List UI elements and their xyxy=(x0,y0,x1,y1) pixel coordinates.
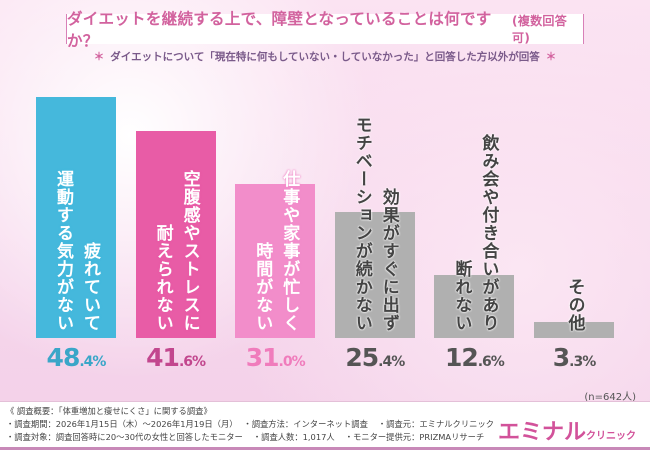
chart-title: ダイエットを継続する上で、障壁となっていることは何ですか？ (複数回答可) xyxy=(66,10,584,50)
survey-footer: 《 調査概要：「体重増加と痩せにくさ」に関する調査》 ・調査期間：2026年1月… xyxy=(0,401,650,450)
bar xyxy=(235,183,316,338)
survey-provider: ・モニター提供元：PRIZMAリサーチ xyxy=(344,432,485,442)
title-note: (複数回答可) xyxy=(512,14,568,45)
survey-count: ・調査人数：1,017人 xyxy=(252,432,335,442)
bar-label: 空腹感やストレスに 耐えられない xyxy=(152,170,200,332)
clinic-logo: エミナルクリニック xyxy=(498,414,636,446)
bar xyxy=(334,211,415,338)
survey-heading: 《 調査概要：「体重増加と痩せにくさ」に関する調査》 xyxy=(6,406,212,416)
asterisk: ＊ xyxy=(545,51,557,63)
value-label: 48.4% xyxy=(46,343,107,372)
bar-chart: 疲れていて 運動する気力がない 48.4% 空腹感やストレスに 耐えられない 41.6… xyxy=(36,97,614,372)
bar-label: 仕事や家事が忙しく 時間がない xyxy=(252,170,300,332)
survey-source: ・調査元：エミナルクリニック xyxy=(377,419,495,429)
bar-label: 疲れていて 運動する気力がない xyxy=(53,170,100,332)
bar xyxy=(36,97,116,338)
sample-size: (n=642人) xyxy=(584,392,636,403)
survey-period: ・調査期間：2026年1月15日（木）～2026年1月19日（月） xyxy=(6,419,234,429)
title-text: ダイエットを継続する上で、障壁となっていることは何ですか？ xyxy=(67,10,492,50)
asterisk: ＊ xyxy=(93,51,105,63)
logo-sub: クリニック xyxy=(586,431,636,442)
bar xyxy=(135,130,216,338)
bar-label: 飲み会や付き合いがあり 断れない xyxy=(451,134,499,332)
survey-method: ・調査方法：インターネット調査 xyxy=(243,419,368,429)
value-label: 41.6% xyxy=(146,343,206,372)
value-label: 25.4% xyxy=(345,343,405,372)
subtitle-text: ダイエットについて「現在特に何もしていない・していなかった」と回答した方以外が回… xyxy=(110,51,540,63)
bar xyxy=(534,321,614,338)
value-label: 31.0% xyxy=(245,343,306,372)
bar xyxy=(434,275,515,338)
value-label: 3.3% xyxy=(552,343,597,372)
survey-target: ・調査対象：調査回答時に20～30代の女性と回答したモニター xyxy=(6,432,243,442)
chart-subtitle: ＊ ダイエットについて「現在特に何もしていない・していなかった」と回答した方以外が… xyxy=(0,49,650,64)
value-label: 12.6% xyxy=(444,343,505,372)
bar-label: 効果がすぐに出ず モチベーションが続かない xyxy=(351,116,399,332)
survey-notes: 《 調査概要：「体重増加と痩せにくさ」に関する調査》 ・調査期間：2026年1月… xyxy=(6,405,504,444)
logo-text: エミナル xyxy=(497,420,586,445)
bar-label: その他 xyxy=(564,278,585,332)
